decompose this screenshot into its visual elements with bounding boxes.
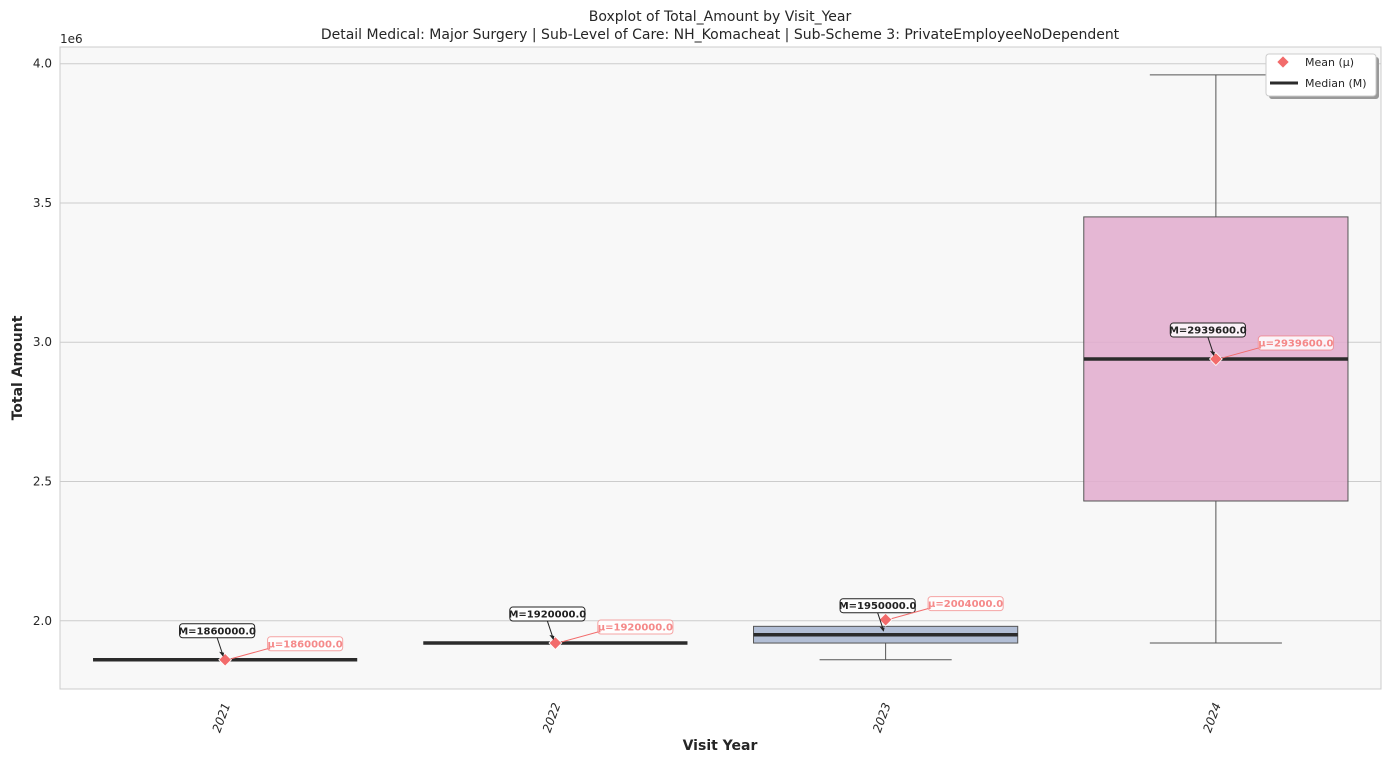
mean-marker [878, 612, 893, 627]
legend-mean-label: Mean (μ) [1305, 56, 1354, 69]
y-tick-label: 2.5 [33, 474, 52, 488]
mean-annotation: μ=2004000.0 [928, 599, 1003, 610]
chart-subtitle: Detail Medical: Major Surgery | Sub-Leve… [321, 27, 1120, 43]
mean-annotation: μ=1860000.0 [268, 639, 343, 650]
y-axis-label: Total Amount [10, 315, 26, 420]
mean-annotation-box [1257, 335, 1334, 351]
mean-arrow [1221, 346, 1263, 359]
mean-arrow [561, 630, 602, 643]
mean-arrow [891, 607, 932, 620]
legend-median-label: Median (M) [1305, 77, 1367, 90]
legend: Mean (μ) Median (M) [1265, 53, 1379, 99]
median-arrow-head [879, 626, 885, 632]
boxes-layer [93, 74, 1349, 667]
y-tick-label: 3.5 [33, 196, 52, 210]
y-tick-label: 2.0 [33, 614, 52, 628]
y-tick-label: 3.0 [33, 335, 52, 349]
legend-mean-marker [1277, 56, 1289, 68]
x-tick-label: 2021 [210, 701, 234, 734]
mean-annotation: μ=2939600.0 [1258, 339, 1333, 350]
median-arrow-head [219, 651, 225, 657]
median-arrow-head [1209, 351, 1215, 357]
median-annotation: M=1920000.0 [508, 610, 586, 621]
x-tick-label: 2022 [540, 701, 564, 734]
median-annotation-box [1169, 322, 1246, 338]
x-tick-label: 2023 [870, 701, 894, 734]
median-annotation-box [179, 623, 256, 639]
mean-marker [218, 652, 233, 667]
annotations-layer: M=1860000.0 μ=1860000.0 M=1920000.0 μ=19200… [178, 322, 1334, 660]
mean-annotation: μ=1920000.0 [598, 623, 673, 634]
y-offset-label: 1e6 [60, 32, 83, 46]
median-annotation-box [509, 606, 586, 622]
x-axis-label: Visit Year [683, 738, 758, 754]
median-arrow-head [549, 635, 555, 641]
x-tick-label: 2024 [1200, 701, 1224, 734]
median-annotation: M=1860000.0 [178, 626, 256, 637]
median-annotation: M=2939600.0 [1169, 326, 1247, 337]
mean-annotation-box [597, 619, 674, 635]
chart-title: Boxplot of Total_Amount by Visit_Year [589, 9, 852, 25]
mean-marker [1208, 352, 1223, 366]
median-annotation: M=1950000.0 [839, 601, 917, 612]
mean-annotation-box [267, 636, 344, 652]
legend-box [1265, 53, 1377, 97]
mean-arrow [230, 647, 272, 660]
median-annotation-box [839, 598, 916, 614]
y-tick-label: 4.0 [33, 57, 52, 71]
mean-annotation-box [927, 596, 1004, 612]
mean-marker [548, 636, 563, 650]
